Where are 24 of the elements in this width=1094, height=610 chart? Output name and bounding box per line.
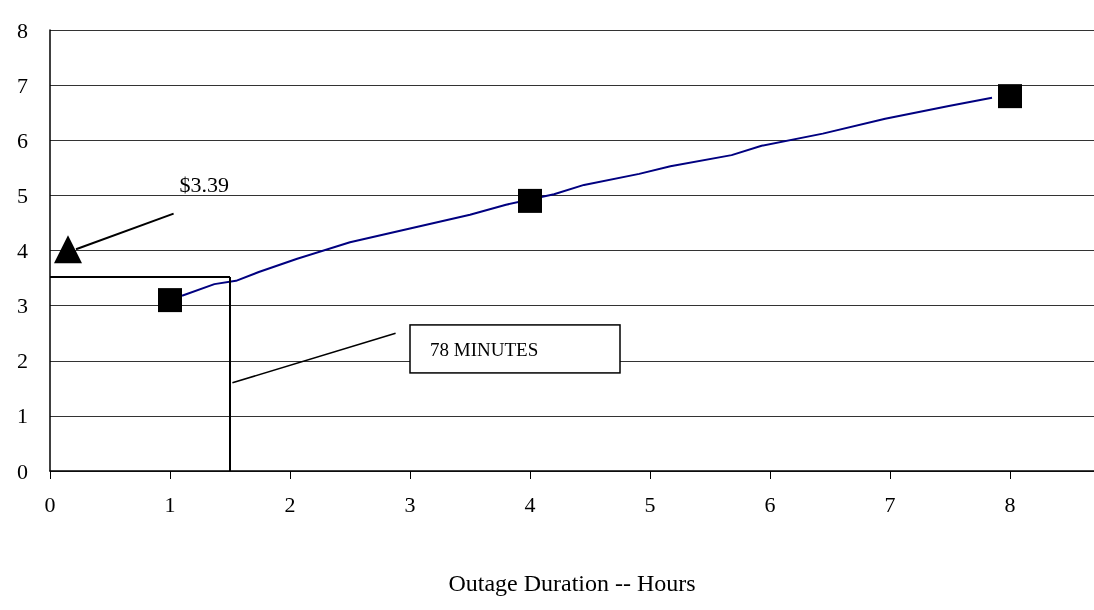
x-tick-label: 7 — [884, 491, 896, 517]
y-tick-label: 6 — [17, 127, 28, 153]
x-tick-label: 5 — [644, 491, 656, 517]
x-tick-label: 3 — [404, 491, 416, 517]
y-tick-label: 4 — [17, 238, 28, 263]
y-tick-label: 2 — [17, 348, 28, 374]
x-tick-label: 0 — [44, 491, 56, 517]
x-tick-label: 8 — [1004, 491, 1016, 517]
y-tick-label: 8 — [17, 17, 28, 43]
y-tick-label: 3 — [17, 293, 28, 319]
x-tick-label: 4 — [524, 491, 536, 517]
x-tick-label: 2 — [284, 491, 296, 517]
x-tick-label: 6 — [764, 491, 776, 517]
point — [998, 84, 1022, 109]
point — [518, 188, 542, 213]
x-tick-label: 1 — [164, 491, 176, 517]
y-tick-label: 7 — [17, 72, 28, 98]
y-tick-label: 1 — [17, 403, 28, 429]
x-axis-title: Outage Duration -- Hours — [448, 570, 696, 596]
annotation: 78 MINUTES — [430, 338, 539, 360]
point — [158, 288, 182, 313]
annotation: $3.39 — [179, 171, 230, 197]
y-tick-label: 0 — [17, 458, 28, 484]
y-tick-label: 5 — [17, 182, 28, 208]
